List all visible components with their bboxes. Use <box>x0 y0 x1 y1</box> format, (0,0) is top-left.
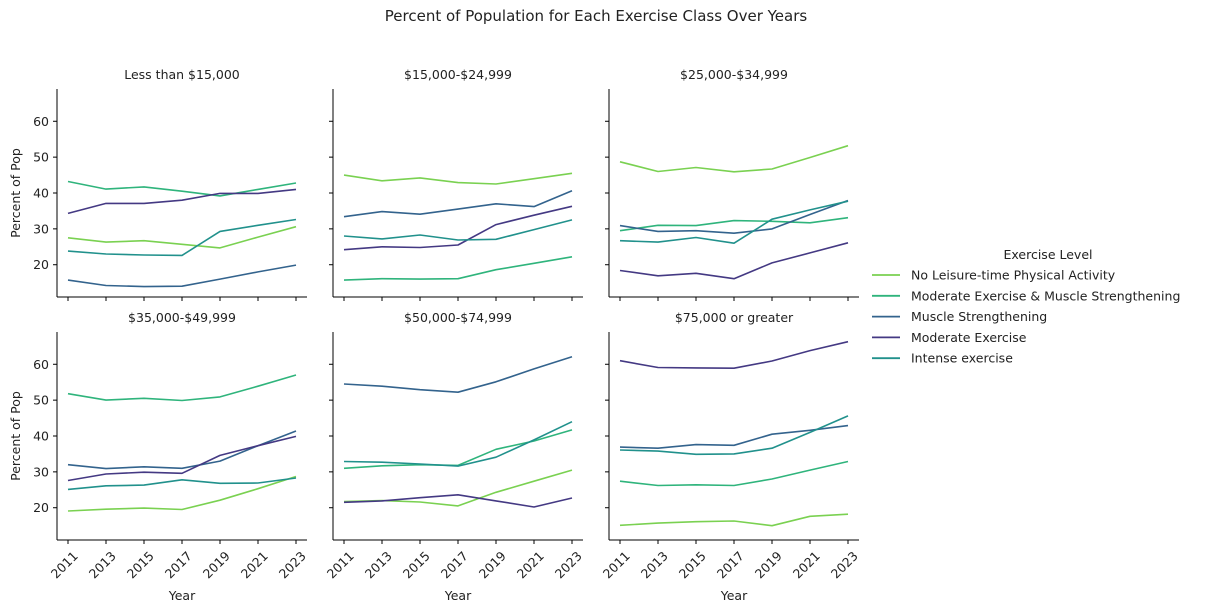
series-line-4 <box>343 493 573 508</box>
panel-3: $25,000-$34,999 <box>605 67 859 301</box>
x-tick-label: 2017 <box>438 548 471 581</box>
x-tick-label: 2011 <box>600 548 633 581</box>
y-tick-label: 20 <box>33 257 49 272</box>
x-tick-label: 2011 <box>324 548 357 581</box>
x-tick-label: 2019 <box>752 548 785 581</box>
x-tick-label: 2019 <box>200 548 233 581</box>
x-axis-label: Year <box>168 588 196 603</box>
x-tick-label: 2013 <box>86 548 119 581</box>
panel-2: $15,000-$24,999 <box>329 67 583 301</box>
series-line-4 <box>67 188 297 215</box>
series-line-4 <box>619 242 849 280</box>
legend-label: Moderate Exercise <box>911 330 1027 345</box>
x-tick-label: 2021 <box>790 548 823 581</box>
panel-1: Less than $15,000 20 30 40 50 60 Percent of Po… <box>8 67 307 301</box>
series-line-2 <box>67 180 297 197</box>
panel-title: Less than $15,000 <box>124 67 240 82</box>
series-line-2 <box>67 374 297 402</box>
y-tick-label: 40 <box>33 186 49 201</box>
series-line-5 <box>619 200 849 244</box>
x-tick-label: 2013 <box>638 548 671 581</box>
series-line-3 <box>343 355 573 394</box>
series-line-1 <box>343 172 573 185</box>
legend-label: Moderate Exercise & Muscle Strengthening <box>911 288 1180 303</box>
y-tick-label: 30 <box>33 464 49 479</box>
panel-grid: Less than $15,000 20 30 40 50 60 Percent of Po… <box>8 67 861 603</box>
series-line-3 <box>67 264 297 288</box>
x-tick-label: 2015 <box>124 548 157 581</box>
x-tick-label: 2017 <box>714 548 747 581</box>
legend: Exercise Level No Leisure-time Physical … <box>872 247 1180 366</box>
series-line-2 <box>343 256 573 281</box>
x-tick-label: 2021 <box>238 548 271 581</box>
x-tick-label: 2017 <box>162 548 195 581</box>
legend-item: Moderate Exercise <box>872 330 1027 345</box>
y-tick-label: 30 <box>33 221 49 236</box>
x-tick-label: 2023 <box>828 548 861 581</box>
x-tick-label: 2015 <box>400 548 433 581</box>
series-line-3 <box>619 424 849 450</box>
series-line-3 <box>619 199 849 234</box>
legend-label: No Leisure-time Physical Activity <box>911 268 1116 283</box>
series-line-1 <box>619 513 849 527</box>
panel-5: $50,000-$74,999 2011 2013 2015 2017 2019 2021 2… <box>324 310 585 603</box>
legend-item: Muscle Strengthening <box>872 309 1047 324</box>
series-line-2 <box>619 216 849 232</box>
x-tick-label: 2013 <box>362 548 395 581</box>
panel-title: $50,000-$74,999 <box>404 310 512 325</box>
x-tick-label: 2023 <box>276 548 309 581</box>
panel-title: $75,000 or greater <box>675 310 794 325</box>
x-tick-label: 2019 <box>476 548 509 581</box>
panel-title: $35,000-$49,999 <box>128 310 236 325</box>
series-line-5 <box>619 415 849 456</box>
x-tick-label: 2011 <box>48 548 81 581</box>
series-line-5 <box>67 477 297 491</box>
series-line-3 <box>67 430 297 470</box>
series-line-1 <box>67 225 297 249</box>
series-line-4 <box>343 205 573 251</box>
series-line-3 <box>343 190 573 218</box>
series-line-1 <box>619 144 849 173</box>
y-tick-label: 60 <box>33 357 49 372</box>
y-tick-label: 40 <box>33 429 49 444</box>
y-axis-label: Percent of Pop <box>8 148 23 238</box>
y-tick-label: 50 <box>33 393 49 408</box>
y-tick-label: 50 <box>33 150 49 165</box>
series-line-1 <box>67 475 297 512</box>
legend-item: Intense exercise <box>872 351 1013 366</box>
series-line-5 <box>343 219 573 241</box>
y-tick-label: 60 <box>33 114 49 129</box>
y-axis-label: Percent of Pop <box>8 391 23 481</box>
legend-label: Muscle Strengthening <box>911 309 1047 324</box>
x-tick-label: 2015 <box>676 548 709 581</box>
chart-title: Percent of Population for Each Exercise … <box>385 7 808 25</box>
series-line-5 <box>67 218 297 257</box>
x-axis-label: Year <box>720 588 748 603</box>
x-tick-label: 2021 <box>514 548 547 581</box>
legend-items: No Leisure-time Physical Activity Moderat… <box>872 268 1180 366</box>
y-tick-label: 20 <box>33 500 49 515</box>
panel-title: $15,000-$24,999 <box>404 67 512 82</box>
series-line-4 <box>67 435 297 482</box>
series-line-5 <box>343 420 573 467</box>
x-tick-label: 2023 <box>552 548 585 581</box>
series-line-4 <box>619 340 849 370</box>
legend-item: Moderate Exercise & Muscle Strengthening <box>872 288 1180 303</box>
x-axis-label: Year <box>444 588 472 603</box>
legend-label: Intense exercise <box>911 351 1013 366</box>
panel-title: $25,000-$34,999 <box>680 67 788 82</box>
legend-title: Exercise Level <box>1004 247 1093 262</box>
legend-item: No Leisure-time Physical Activity <box>872 268 1116 283</box>
series-line-2 <box>619 460 849 487</box>
